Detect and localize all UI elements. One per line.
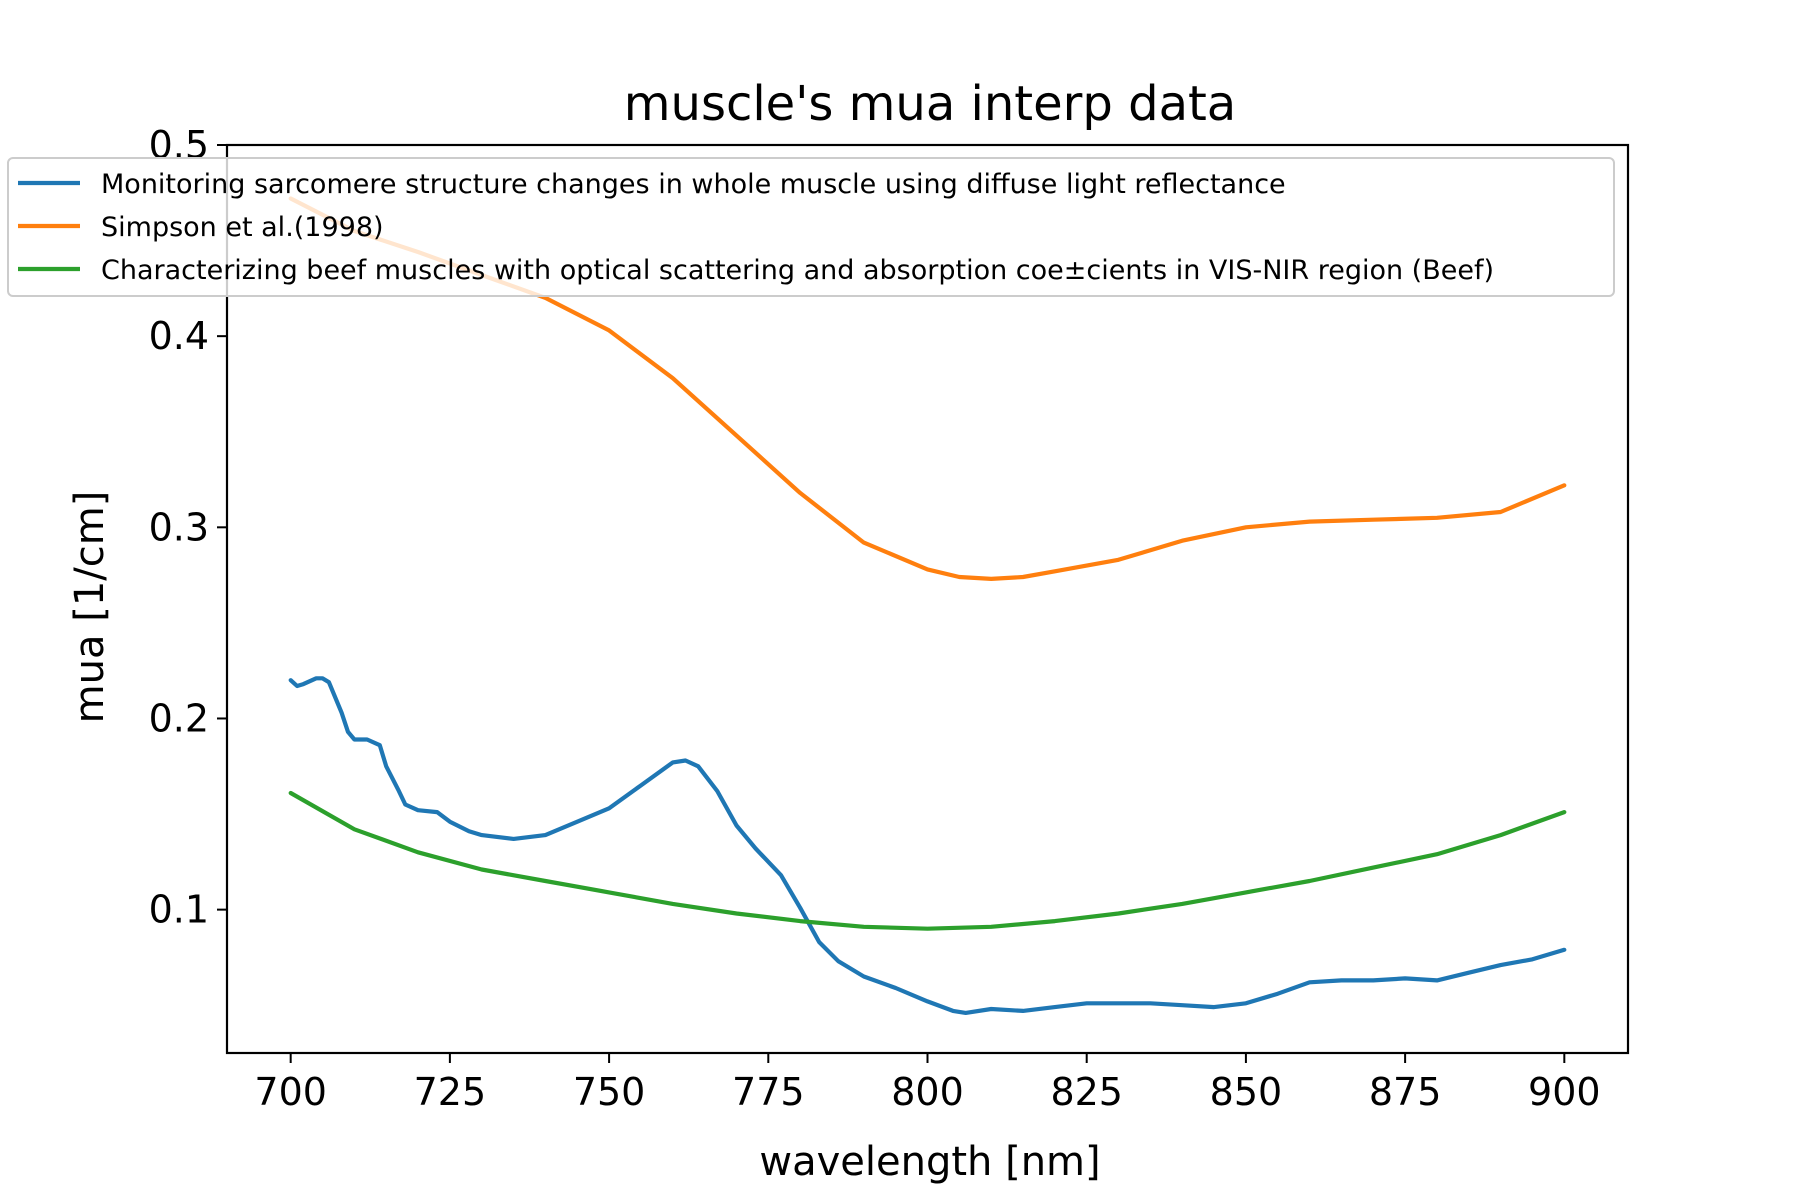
x-tick-label: 875 [1369, 1070, 1442, 1114]
x-axis-label: wavelength [nm] [759, 1139, 1100, 1185]
x-tick-label: 900 [1528, 1070, 1601, 1114]
x-tick-label: 700 [254, 1070, 327, 1114]
x-axis: 700 725 750 775 800 825 850 875 900 [254, 1053, 1601, 1114]
legend-label-1: Monitoring sarcomere structure changes i… [101, 169, 1286, 200]
legend-label-3: Characterizing beef muscles with optical… [101, 255, 1494, 286]
x-tick-label: 750 [573, 1070, 646, 1114]
series-line-1 [288, 676, 1567, 1015]
x-tick-label: 725 [414, 1070, 487, 1114]
x-tick-label: 775 [732, 1070, 805, 1114]
x-tick-label: 800 [891, 1070, 964, 1114]
x-tick-label: 825 [1050, 1070, 1123, 1114]
y-tick-label: 0.4 [149, 314, 209, 358]
legend-box [7, 157, 1615, 297]
series-line-3 [288, 790, 1567, 931]
x-tick-label: 850 [1210, 1070, 1283, 1114]
y-tick-label: 0.2 [149, 696, 209, 740]
legend-label-2: Simpson et al.(1998) [101, 212, 384, 243]
chart-title: muscle's mua interp data [624, 76, 1236, 132]
y-tick-label: 0.3 [149, 505, 209, 549]
y-axis-label: mua [1/cm] [67, 491, 113, 724]
y-tick-label: 0.1 [149, 888, 209, 932]
legend: Monitoring sarcomere structure changes i… [7, 157, 1615, 297]
